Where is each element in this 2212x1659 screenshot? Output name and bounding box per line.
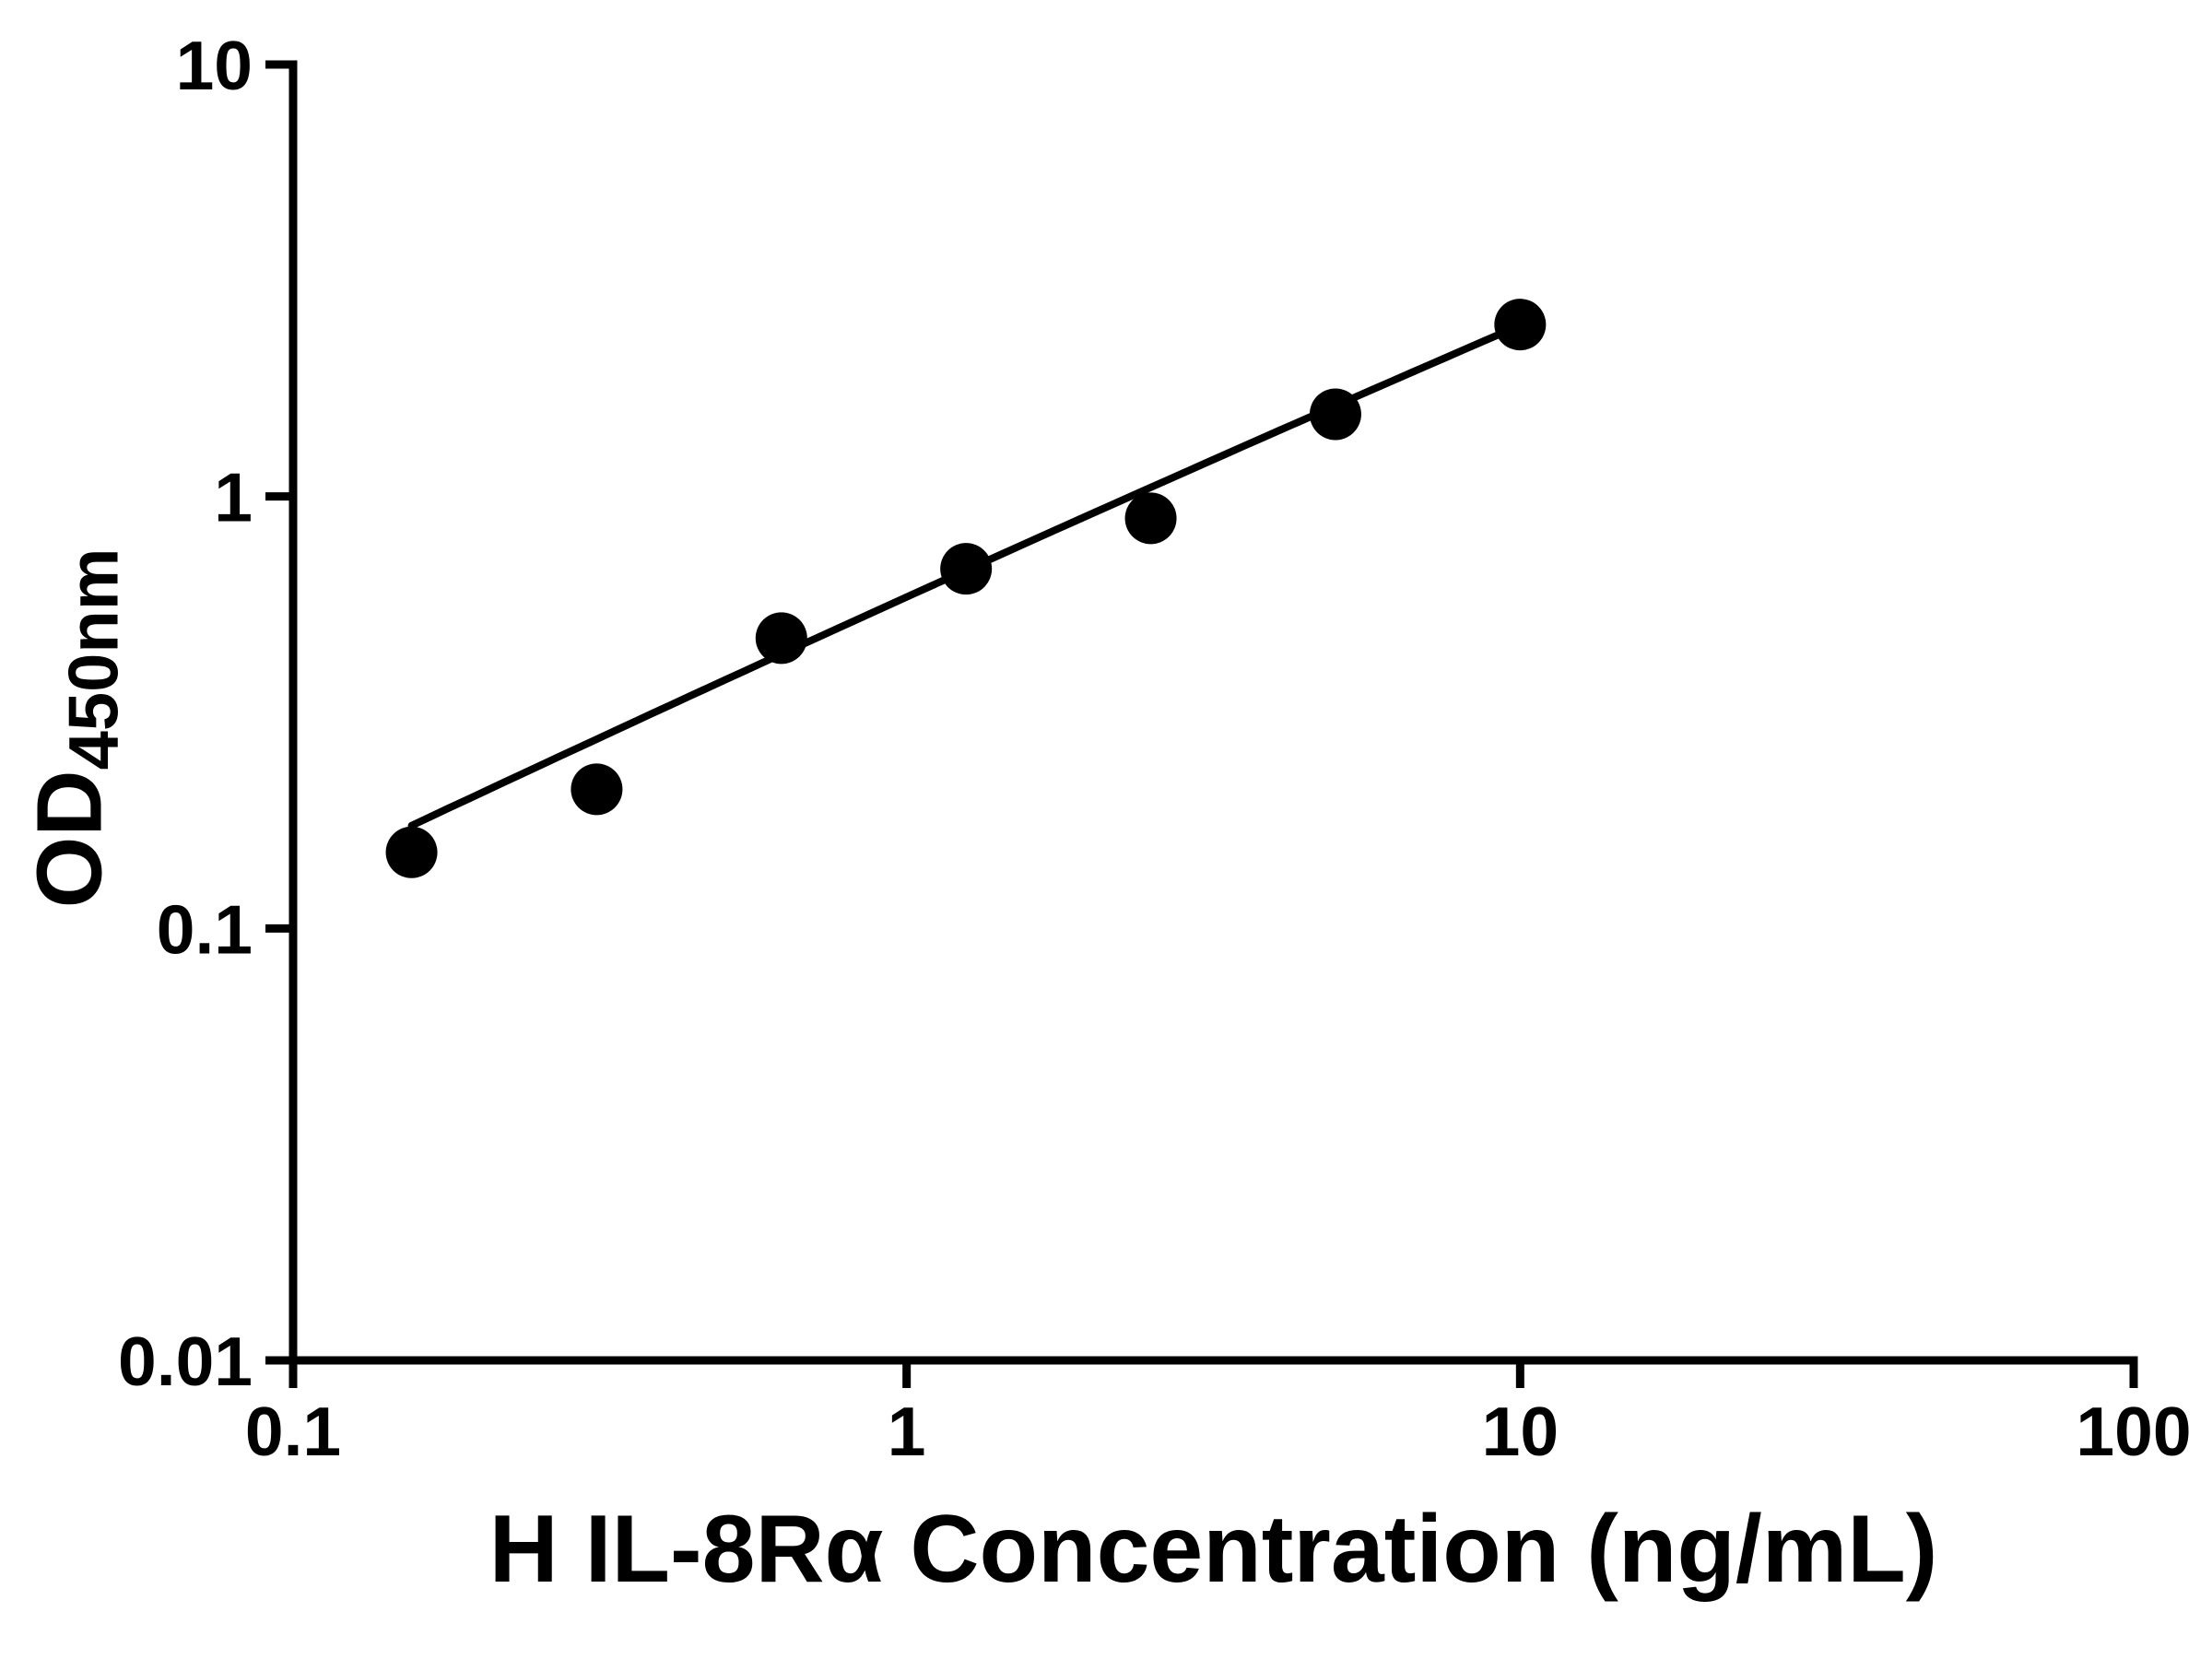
- axis-spine: [288, 60, 2138, 1365]
- data-point: [1309, 388, 1361, 441]
- y-tick-label: 0.1: [157, 890, 253, 968]
- data-point: [571, 763, 623, 816]
- y-axis-title-main: OD: [18, 770, 122, 909]
- x-tick-label: 10: [1482, 1393, 1559, 1470]
- data-point: [755, 612, 807, 665]
- y-tick-label: 0.01: [118, 1323, 253, 1400]
- x-tick-label: 1: [888, 1393, 926, 1470]
- y-axis-title-subscript: 450nm: [54, 547, 134, 771]
- data-point: [1494, 299, 1547, 351]
- y-tick-label: 1: [214, 459, 253, 536]
- data-point: [940, 543, 993, 595]
- x-tick-label: 100: [2076, 1393, 2191, 1470]
- x-tick-label: 0.1: [245, 1393, 341, 1470]
- y-axis-title: OD450nm: [18, 548, 135, 909]
- data-point: [1124, 492, 1177, 545]
- y-tick-label: 10: [176, 27, 253, 104]
- data-point: [385, 826, 438, 878]
- x-axis-title: H IL-8Rα Concentration (ng/mL): [488, 1496, 1938, 1603]
